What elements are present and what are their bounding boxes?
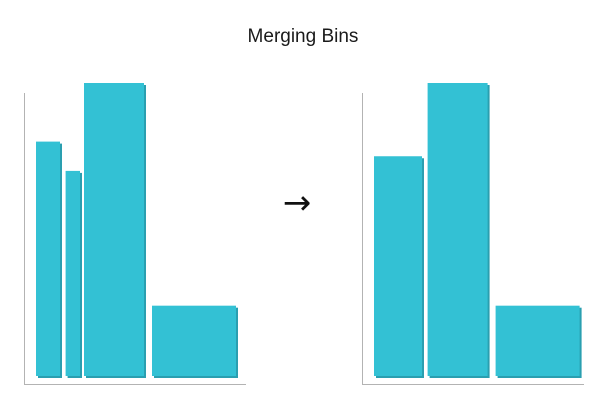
bar-after-2 [427, 83, 488, 376]
bar-before-3 [84, 83, 144, 376]
bar-after-3 [495, 305, 580, 376]
histogram-before [24, 83, 246, 385]
bars-before [36, 83, 238, 378]
bar-before-1 [36, 141, 60, 376]
bar-after-1 [374, 156, 422, 376]
axis-after [362, 93, 584, 385]
bar-before-2 [65, 170, 80, 376]
axis-before [24, 93, 246, 385]
bars-after [374, 83, 582, 378]
figure-title: Merging Bins [248, 26, 359, 47]
histogram-after [362, 83, 584, 385]
arrow-icon: → [283, 183, 312, 223]
bar-before-4 [152, 305, 236, 376]
